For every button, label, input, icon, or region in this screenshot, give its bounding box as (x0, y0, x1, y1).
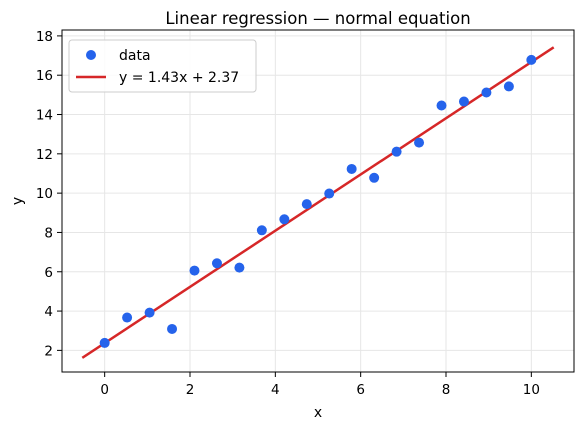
y-tick-label: 16 (36, 68, 53, 84)
axis-ticks: 0 2 4 6 8 10 2 4 6 8 10 12 14 16 18 (36, 29, 540, 398)
data-point (503, 81, 514, 92)
data-point (324, 188, 335, 199)
x-tick-label: 6 (356, 382, 365, 398)
data-point (211, 258, 222, 269)
legend-marker-data (86, 50, 96, 60)
y-tick-label: 12 (36, 147, 53, 163)
y-tick-label: 18 (36, 29, 53, 45)
x-tick-label: 10 (523, 382, 540, 398)
x-axis-label: x (314, 405, 322, 421)
data-point (279, 214, 290, 225)
data-point (122, 312, 133, 323)
data-point (346, 163, 357, 174)
data-point (99, 337, 110, 348)
y-tick-label: 2 (44, 343, 53, 359)
data-point (458, 96, 469, 107)
y-axis-label: y (10, 197, 26, 205)
x-tick-label: 8 (442, 382, 451, 398)
data-point (144, 307, 155, 318)
data-points (99, 54, 537, 348)
data-point (234, 262, 245, 273)
y-tick-label: 10 (36, 186, 53, 202)
y-tick-label: 8 (44, 225, 53, 241)
y-tick-label: 4 (44, 304, 53, 320)
x-tick-label: 4 (271, 382, 280, 398)
data-point (189, 265, 200, 276)
y-tick-label: 14 (36, 108, 53, 124)
data-point (481, 87, 492, 98)
data-point (414, 137, 425, 148)
fit-line-layer (81, 46, 555, 359)
legend-label-data: data (119, 48, 151, 64)
data-point (301, 199, 312, 210)
y-tick-label: 6 (44, 265, 53, 281)
x-tick-label: 0 (100, 382, 109, 398)
legend: data y = 1.43x + 2.37 (68, 39, 257, 93)
data-point (436, 100, 447, 111)
legend-label-fit-line: y = 1.43x + 2.37 (119, 70, 239, 86)
data-point (167, 323, 178, 334)
x-tick-label: 2 (186, 382, 195, 398)
data-point (391, 146, 402, 157)
plot-frame (61, 29, 575, 373)
legend-box (68, 39, 257, 93)
data-point (526, 54, 537, 65)
data-point (256, 225, 267, 236)
fit-line (81, 46, 555, 359)
chart-title: Linear regression — normal equation (165, 9, 470, 28)
data-point (369, 172, 380, 183)
